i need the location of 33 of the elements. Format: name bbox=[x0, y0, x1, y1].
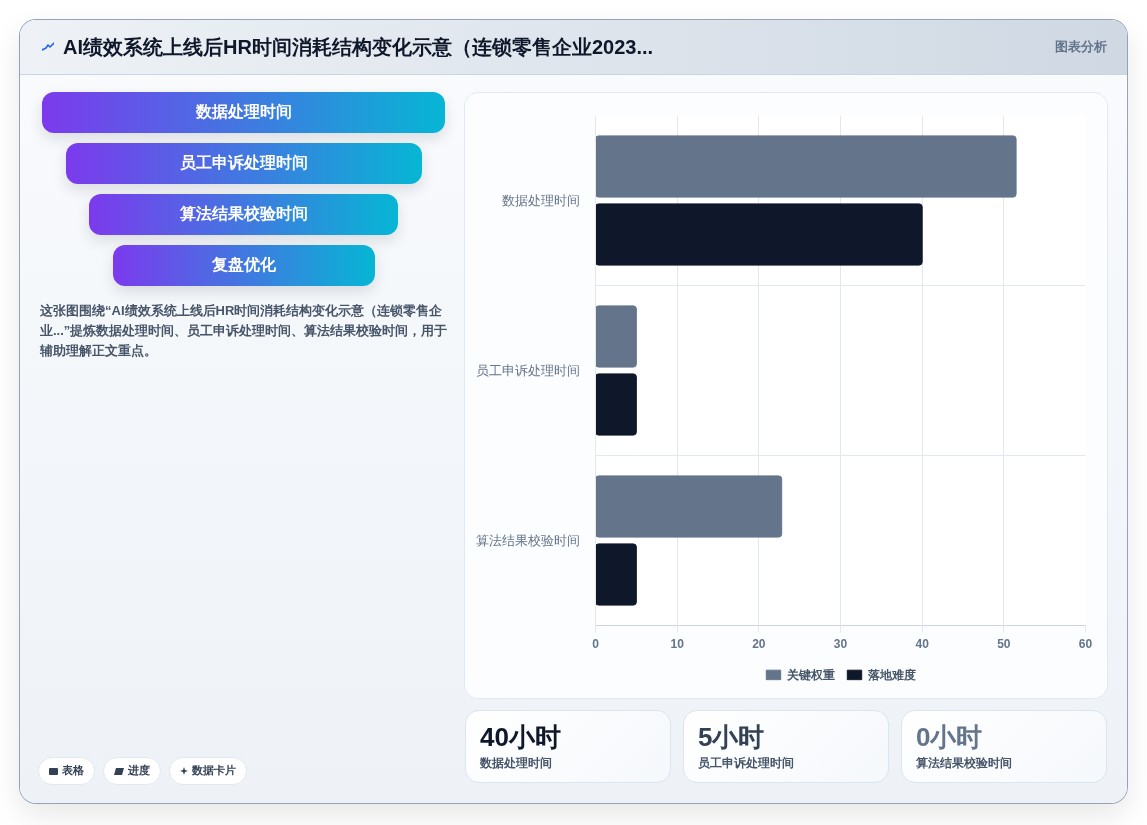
category-label: 复盘优化 bbox=[113, 245, 375, 286]
text: 数据卡片 bbox=[192, 763, 236, 779]
text: 0小时 bbox=[916, 721, 984, 753]
text: 进度 bbox=[128, 763, 150, 779]
bar bbox=[595, 305, 637, 368]
y-tick-label: 算法结果校验时间 bbox=[475, 533, 580, 548]
category-label: 员工申诉处理时间 bbox=[66, 143, 422, 184]
bar bbox=[595, 203, 923, 266]
text: 40小时 bbox=[480, 721, 562, 753]
bar bbox=[595, 135, 1017, 198]
x-tick-label: 10 bbox=[670, 636, 685, 651]
text: 算法结果校验时间 bbox=[916, 755, 1013, 772]
x-tick-label: 40 bbox=[915, 636, 930, 651]
x-tick-label: 60 bbox=[1078, 636, 1093, 651]
category-label: 数据处理时间 bbox=[42, 92, 445, 133]
x-tick-label: 20 bbox=[752, 636, 766, 651]
text: AI绩效系统上线后HR时间消耗结构变化示意（连锁零售企业2023... bbox=[63, 34, 654, 60]
text: 员工申诉处理时间 bbox=[698, 755, 795, 772]
legend-label: 落地难度 bbox=[868, 666, 916, 683]
text: 这张图围绕“AI绩效系统上线后HR时间消耗结构变化示意（连锁零售企业...”提炼数据处理时间、员工申诉处理时间、算法结果校验时间，用于辅助理解正文重点。 bbox=[40, 302, 449, 360]
legend-label: 关键权重 bbox=[787, 666, 835, 683]
category-label: 算法结果校验时间 bbox=[89, 194, 398, 235]
x-tick-label: 0 bbox=[592, 636, 600, 651]
x-tick-label: 30 bbox=[833, 636, 848, 651]
text: 表格 bbox=[62, 763, 84, 779]
text: 5小时 bbox=[698, 721, 766, 753]
bar bbox=[595, 475, 783, 538]
y-tick-label: 员工申诉处理时间 bbox=[475, 363, 580, 378]
y-tick-label: 数据处理时间 bbox=[501, 193, 580, 208]
x-tick-label: 50 bbox=[997, 636, 1011, 651]
bar bbox=[595, 543, 637, 606]
bar bbox=[595, 373, 637, 436]
text: 图表分析 bbox=[1055, 37, 1107, 56]
